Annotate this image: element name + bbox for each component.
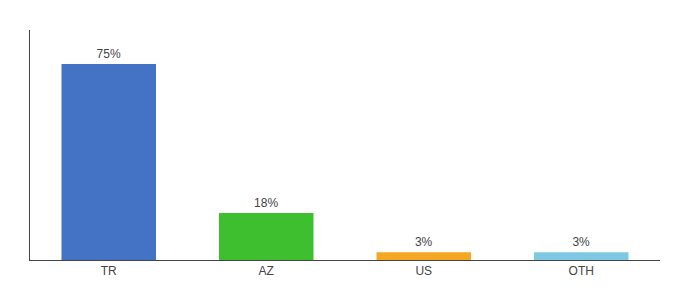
svg-text:AZ: AZ [259, 264, 274, 278]
svg-text:3%: 3% [415, 235, 433, 249]
svg-text:75%: 75% [97, 47, 121, 61]
svg-text:TR: TR [101, 264, 117, 278]
svg-text:US: US [415, 264, 432, 278]
svg-text:18%: 18% [254, 196, 278, 210]
svg-text:OTH: OTH [569, 264, 594, 278]
svg-text:3%: 3% [572, 235, 590, 249]
